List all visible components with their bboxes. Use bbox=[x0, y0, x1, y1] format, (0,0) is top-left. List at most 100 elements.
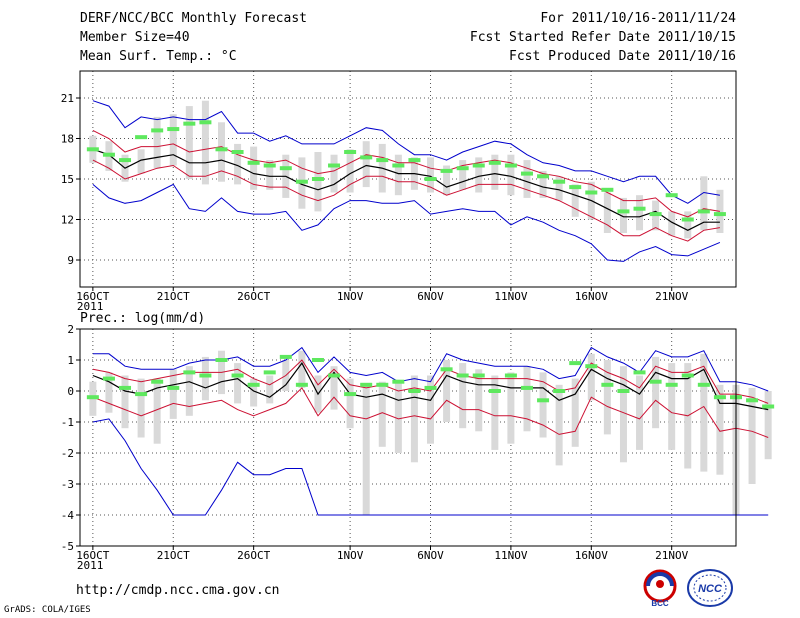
y-tick-label: -3 bbox=[61, 478, 74, 491]
spread-box bbox=[153, 116, 161, 169]
series-max-line bbox=[92, 100, 720, 204]
grads-credit: GrADS: COLA/IGES bbox=[4, 605, 91, 615]
forecast-marker bbox=[504, 373, 517, 378]
series-min-line bbox=[92, 183, 721, 262]
forecast-marker bbox=[151, 379, 164, 384]
spread-box bbox=[700, 176, 708, 231]
forecast-marker bbox=[665, 193, 678, 198]
forecast-marker bbox=[713, 212, 726, 217]
spread-box bbox=[571, 378, 579, 447]
forecast-marker bbox=[504, 163, 517, 168]
forecast-marker bbox=[295, 179, 308, 184]
x-tick-label: 1NOV bbox=[337, 290, 364, 303]
spread-box bbox=[603, 360, 611, 435]
forecast-marker bbox=[328, 163, 341, 168]
spread-box bbox=[410, 375, 418, 463]
spread-box bbox=[362, 141, 370, 188]
spread-box bbox=[330, 366, 338, 410]
forecast-marker bbox=[520, 385, 533, 390]
spread-box bbox=[684, 211, 692, 239]
x-tick-label: 21OCT bbox=[157, 549, 190, 562]
spread-box bbox=[314, 152, 322, 212]
forecast-marker bbox=[617, 209, 630, 214]
spread-box bbox=[266, 160, 274, 190]
forecast-marker bbox=[231, 150, 244, 154]
forecast-marker bbox=[392, 379, 405, 384]
y-tick-label: 1 bbox=[67, 354, 74, 367]
forecast-marker bbox=[408, 389, 421, 393]
x-tick-label: 16NOV bbox=[575, 549, 608, 562]
x-tick-label: 6NOV bbox=[417, 290, 444, 303]
spread-box bbox=[619, 366, 627, 463]
spread-box bbox=[716, 384, 724, 475]
spread-box bbox=[250, 146, 258, 190]
forecast-marker bbox=[585, 190, 598, 195]
svg-text:NCC: NCC bbox=[698, 583, 723, 595]
series-ensemble-mean-line bbox=[92, 148, 720, 231]
x-tick-label: 16OCT bbox=[76, 290, 109, 303]
forecast-marker bbox=[601, 382, 614, 387]
spread-box bbox=[507, 154, 515, 196]
x-tick-label: 26OCT bbox=[237, 549, 270, 562]
series-upper-percentile-line bbox=[92, 359, 769, 404]
spread-box bbox=[748, 387, 756, 484]
spread-box bbox=[298, 350, 306, 388]
y-tick-label: 9 bbox=[67, 254, 74, 267]
forecast-marker bbox=[119, 158, 132, 163]
forecast-marker bbox=[344, 150, 357, 154]
spread-box bbox=[652, 356, 660, 429]
spread-box bbox=[619, 197, 627, 233]
x-tick-label: 1NOV bbox=[337, 549, 364, 562]
spread-box bbox=[764, 391, 772, 460]
forecast-marker bbox=[472, 163, 485, 168]
spread-box bbox=[443, 360, 451, 422]
spread-box bbox=[201, 356, 209, 401]
forecast-marker bbox=[215, 147, 228, 152]
spread-box bbox=[137, 149, 145, 174]
forecast-marker bbox=[681, 373, 694, 378]
spread-box bbox=[443, 165, 451, 196]
x-tick-label: 21NOV bbox=[655, 549, 688, 562]
spread-box bbox=[587, 353, 595, 401]
x-tick-label: 11NOV bbox=[494, 290, 527, 303]
spread-box bbox=[362, 384, 370, 515]
x-tick-label: 21OCT bbox=[157, 290, 190, 303]
forecast-marker bbox=[360, 155, 373, 160]
spread-box bbox=[346, 378, 354, 429]
forecast-marker bbox=[569, 185, 582, 190]
forecast-marker bbox=[681, 217, 694, 222]
forecast-period-label: For 2011/10/16-2011/11/24 bbox=[540, 11, 736, 26]
spread-box bbox=[394, 154, 402, 196]
spread-box bbox=[571, 184, 579, 217]
forecast-marker bbox=[183, 121, 196, 126]
plot-frame bbox=[79, 328, 737, 547]
member-size-label: Member Size=40 bbox=[80, 30, 190, 45]
forecast-marker bbox=[263, 163, 276, 168]
forecast-marker bbox=[665, 382, 678, 387]
forecast-marker bbox=[376, 158, 389, 163]
forecast-marker bbox=[199, 120, 212, 125]
forecast-marker bbox=[569, 361, 582, 366]
forecast-marker bbox=[697, 382, 710, 387]
forecast-marker bbox=[601, 187, 614, 192]
spread-box bbox=[185, 366, 193, 416]
forecast-marker bbox=[86, 147, 99, 152]
forecast-marker bbox=[585, 364, 598, 369]
forecast-marker bbox=[295, 382, 308, 387]
series-ensemble-mean-line bbox=[92, 361, 769, 411]
source-url: http://cmdp.ncc.cma.gov.cn bbox=[76, 583, 280, 598]
spread-box bbox=[700, 353, 708, 472]
forecast-marker bbox=[376, 382, 389, 387]
forecast-marker bbox=[456, 373, 469, 378]
spread-box bbox=[169, 369, 177, 419]
spread-box bbox=[394, 381, 402, 453]
forecast-marker bbox=[360, 382, 373, 387]
forecast-marker bbox=[135, 135, 148, 140]
spread-box bbox=[459, 160, 467, 190]
spread-box bbox=[201, 100, 209, 185]
y-tick-label: 0 bbox=[67, 385, 74, 398]
x-tick-label: 16NOV bbox=[575, 290, 608, 303]
y-tick-label: 2 bbox=[67, 323, 74, 336]
